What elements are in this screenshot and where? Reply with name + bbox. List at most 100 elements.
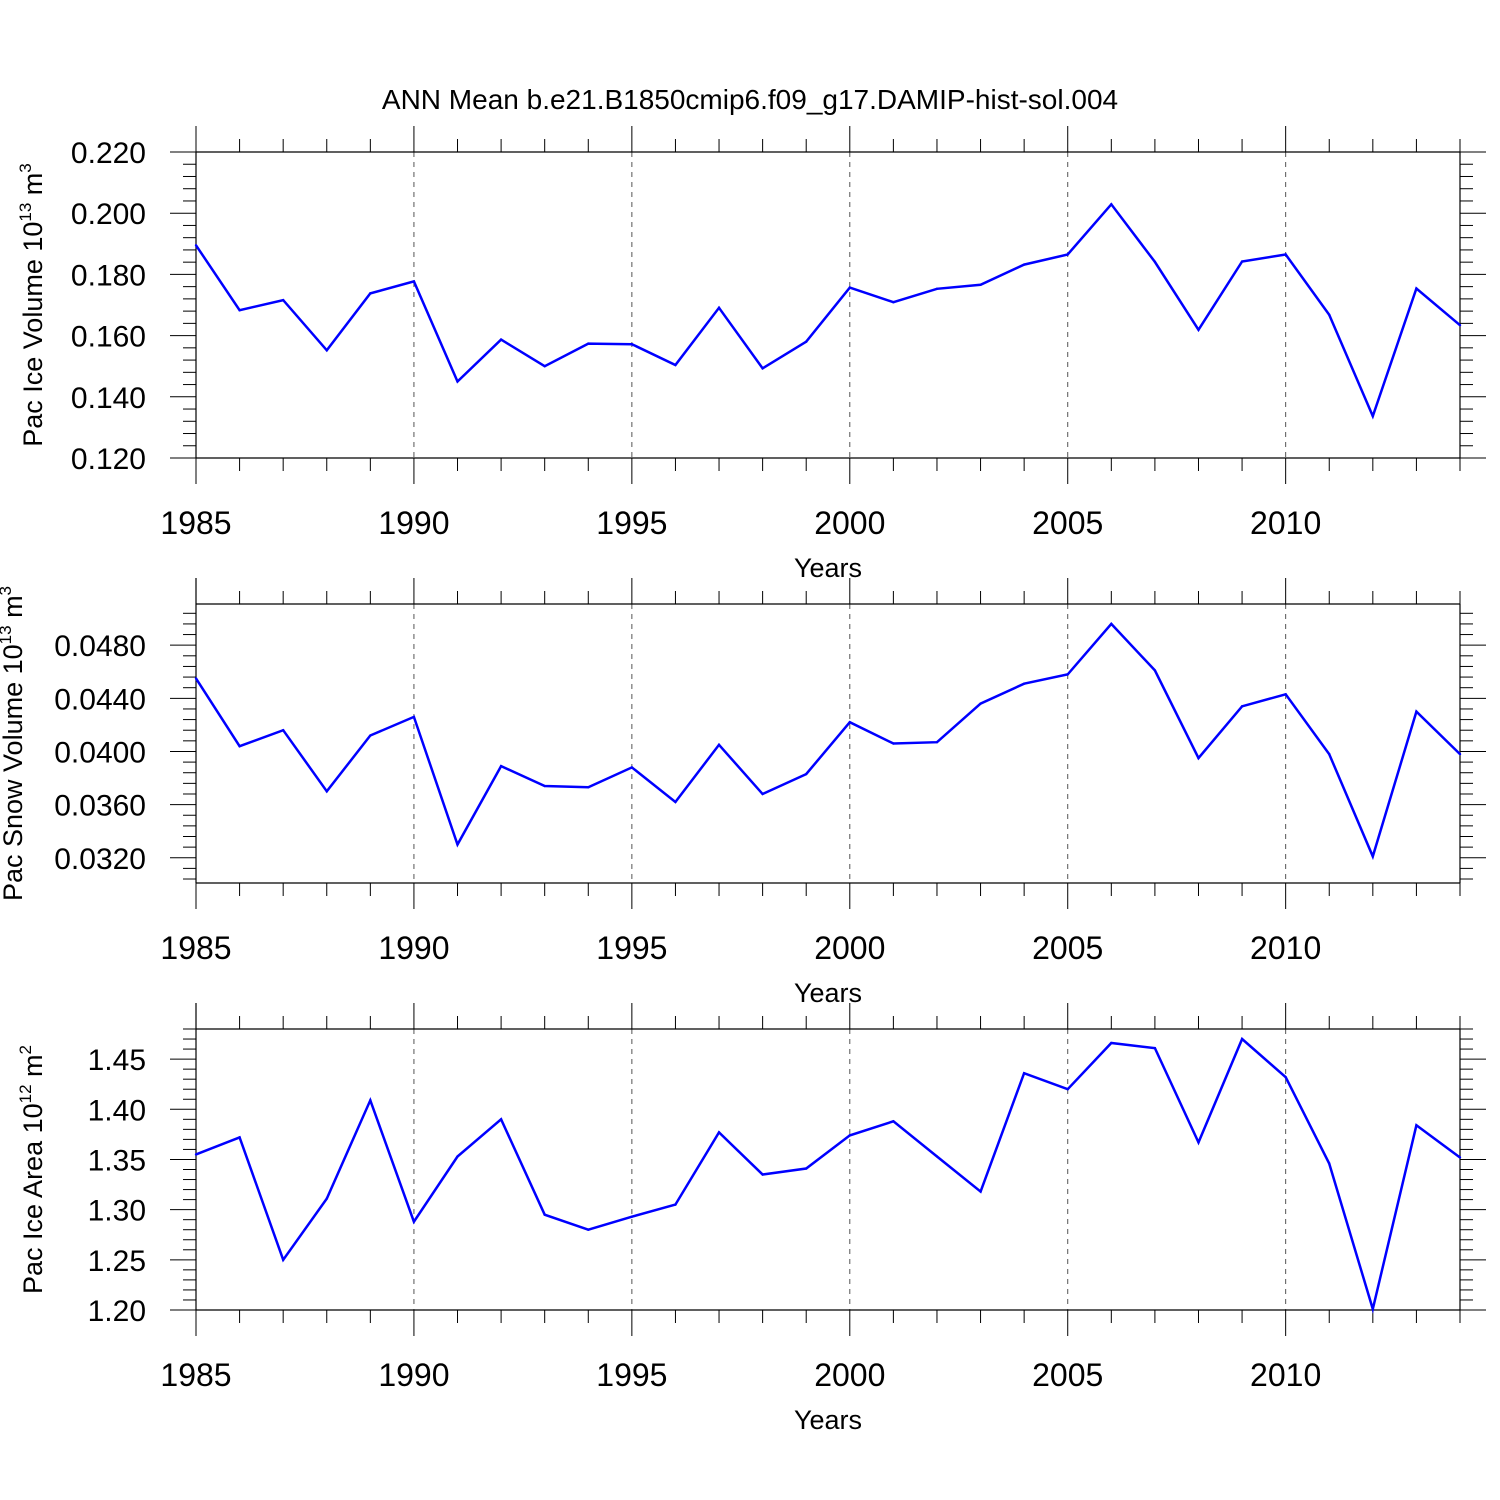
x-tick-label: 1995 bbox=[596, 1357, 667, 1393]
data-point bbox=[1066, 673, 1069, 676]
data-point bbox=[238, 1136, 241, 1139]
data-point bbox=[1153, 260, 1157, 264]
data-point bbox=[325, 790, 328, 793]
data-point bbox=[717, 1131, 721, 1134]
data-point bbox=[761, 1173, 764, 1176]
data-point bbox=[1022, 263, 1026, 266]
series-line bbox=[195, 1036, 1461, 1314]
data-point bbox=[194, 677, 198, 680]
x-tick-label: 1985 bbox=[160, 505, 231, 541]
y-axis-label: Pac Snow Volume 1013 m3 bbox=[0, 586, 28, 901]
data-point bbox=[1197, 756, 1200, 760]
data-point bbox=[1371, 855, 1375, 858]
data-point bbox=[848, 1134, 851, 1137]
data-point bbox=[1240, 705, 1244, 708]
x-tick-label: 1985 bbox=[160, 930, 231, 966]
data-point bbox=[761, 367, 764, 370]
data-point bbox=[630, 766, 634, 769]
y-tick-label: 0.0320 bbox=[54, 843, 146, 876]
data-point bbox=[717, 743, 721, 747]
x-tick-label: 2000 bbox=[814, 505, 885, 541]
data-point bbox=[238, 309, 241, 312]
x-tick-label: 2010 bbox=[1250, 930, 1321, 966]
data-point bbox=[1328, 313, 1331, 316]
y-tick-label: 1.20 bbox=[88, 1295, 146, 1328]
data-point bbox=[456, 380, 459, 383]
data-point bbox=[1022, 682, 1026, 685]
data-point bbox=[369, 734, 372, 737]
data-point bbox=[499, 338, 503, 341]
x-tick-label: 2000 bbox=[814, 930, 885, 966]
y-tick-label: 0.180 bbox=[71, 259, 146, 292]
data-point bbox=[805, 340, 808, 343]
data-point bbox=[1110, 1041, 1113, 1045]
data-point bbox=[674, 1203, 677, 1206]
chart-panel-2: 0.0320 0.0360 0.0400 0.0440 0.0480 1985 1990 19… bbox=[0, 578, 1486, 1008]
data-point bbox=[674, 800, 677, 804]
data-point bbox=[805, 772, 808, 776]
data-point bbox=[1328, 1162, 1331, 1165]
data-point bbox=[1458, 752, 1462, 756]
data-point bbox=[892, 301, 895, 304]
x-tick-label: 2010 bbox=[1250, 1357, 1321, 1393]
data-point bbox=[1197, 1141, 1200, 1144]
data-point bbox=[456, 1155, 459, 1158]
x-axis-label: Years bbox=[794, 978, 862, 1008]
series-line bbox=[194, 202, 1461, 420]
data-point bbox=[369, 292, 372, 295]
data-point bbox=[717, 306, 721, 309]
y-tick-label: 1.45 bbox=[88, 1044, 146, 1077]
data-point bbox=[412, 280, 416, 283]
data-point bbox=[935, 740, 939, 744]
data-point bbox=[543, 784, 546, 788]
y-tick-label: 1.40 bbox=[88, 1094, 146, 1127]
data-point bbox=[1110, 203, 1113, 206]
data-point bbox=[1022, 1071, 1026, 1075]
data-point bbox=[1371, 414, 1375, 418]
y-tick-label: 0.220 bbox=[71, 137, 146, 170]
data-point bbox=[630, 342, 634, 346]
y-axis-label: Pac Ice Volume 1013 m3 bbox=[16, 163, 48, 447]
data-point bbox=[1240, 1037, 1244, 1041]
data-point bbox=[1284, 1075, 1287, 1079]
data-point bbox=[630, 1215, 634, 1218]
data-point bbox=[543, 1213, 546, 1216]
x-tick-label: 2000 bbox=[814, 1357, 885, 1393]
data-point bbox=[979, 283, 982, 287]
data-point bbox=[1240, 260, 1244, 263]
data-point bbox=[1415, 1124, 1418, 1127]
x-tick-label: 1990 bbox=[378, 505, 449, 541]
data-point bbox=[1153, 669, 1157, 672]
data-point bbox=[1066, 1088, 1069, 1091]
data-point bbox=[194, 244, 198, 247]
data-point bbox=[1110, 622, 1113, 626]
data-point bbox=[1458, 323, 1462, 327]
y-tick-label: 1.25 bbox=[88, 1245, 146, 1278]
x-tick-label: 1995 bbox=[596, 505, 667, 541]
x-tick-label: 1990 bbox=[378, 1357, 449, 1393]
x-axis-label: Years bbox=[794, 553, 862, 583]
data-point bbox=[674, 363, 677, 367]
data-point bbox=[1153, 1046, 1157, 1050]
data-point bbox=[892, 1120, 895, 1123]
series-line bbox=[194, 622, 1461, 861]
y-tick-label: 0.160 bbox=[71, 321, 146, 354]
data-point bbox=[848, 286, 851, 289]
data-point bbox=[587, 1228, 590, 1231]
x-tick-label: 1990 bbox=[378, 930, 449, 966]
y-tick-label: 1.30 bbox=[88, 1195, 146, 1228]
data-point bbox=[1284, 693, 1287, 696]
data-point bbox=[1066, 253, 1069, 256]
data-point bbox=[1371, 1307, 1375, 1311]
data-point bbox=[848, 721, 851, 724]
x-tick-label: 1995 bbox=[596, 930, 667, 966]
data-point bbox=[325, 1197, 328, 1200]
y-tick-label: 0.0440 bbox=[54, 683, 146, 716]
x-tick-label: 2005 bbox=[1032, 505, 1103, 541]
x-axis-label: Years bbox=[794, 1405, 862, 1435]
data-point bbox=[979, 1190, 982, 1193]
data-point bbox=[456, 843, 459, 846]
data-point bbox=[194, 1153, 198, 1156]
x-tick-label: 1985 bbox=[160, 1357, 231, 1393]
